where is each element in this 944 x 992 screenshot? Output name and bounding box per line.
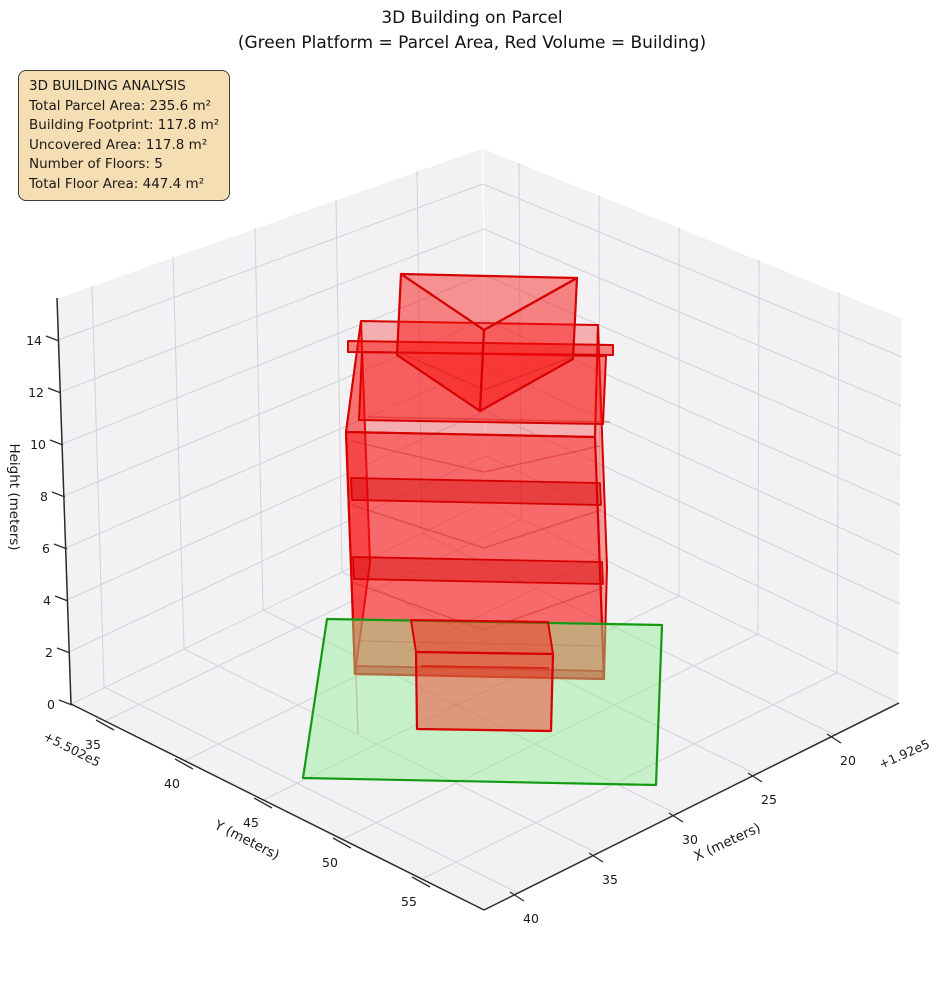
grid-floor-x-0 <box>103 686 519 894</box>
z-tick-mark-8 <box>51 491 66 498</box>
z-tick-mark-6 <box>53 543 68 550</box>
hidden-edge-faint-0 <box>359 640 601 647</box>
y-tick-label-55: 55 <box>401 894 417 909</box>
z-tick-mark-14 <box>45 335 60 342</box>
x-tick-label-25: 25 <box>761 792 777 807</box>
grid-left-pane-z-7 <box>57 183 484 341</box>
grid-right-pane-y-3 <box>757 259 760 635</box>
x-tick-mark-40 <box>509 891 525 902</box>
hidden-edge-chevron-3 <box>353 582 604 631</box>
grid-floor-y-3 <box>342 633 759 840</box>
x-tick-label-35: 35 <box>602 872 618 887</box>
analysis-line-5: Total Floor Area: 447.4 m² <box>29 175 205 192</box>
z-tick-mark-2 <box>56 647 71 654</box>
grid-floor-x-1 <box>183 648 598 854</box>
analysis-line-4: Number of Floors: 5 <box>29 156 163 172</box>
x-tick-mark-35 <box>588 852 604 863</box>
chart-title: 3D Building on Parcel (Green Platform = … <box>0 6 944 56</box>
z-axis-label: Height (meters) <box>6 443 22 550</box>
grid-floor-x-2 <box>262 609 678 815</box>
tier2-box-hidden-edge-0 <box>367 416 611 423</box>
x-tick-mark-30 <box>668 812 684 823</box>
analysis-line-1: Total Parcel Area: 235.6 m² <box>29 97 212 114</box>
grid-left-pane-x-0 <box>91 285 105 688</box>
hidden-edge-chevron-1 <box>350 440 601 473</box>
grid-right-pane-z-7 <box>482 183 903 358</box>
floor1-box-front-face <box>414 650 555 733</box>
z-tick-label-6: 6 <box>42 541 50 556</box>
grid-left-pane-x-2 <box>254 227 264 611</box>
x-axis-offset: +1.92e5 <box>876 736 931 772</box>
chart-title-line1: 3D Building on Parcel <box>381 8 563 28</box>
grid-left-pane-z-6 <box>59 228 485 393</box>
y-tick-label-45: 45 <box>243 815 259 830</box>
analysis-line-3: Uncovered Area: 117.8 m² <box>29 136 208 153</box>
z-tick-label-2: 2 <box>45 645 53 660</box>
floor-slab-band-upper <box>350 477 602 506</box>
y-tick-mark-45 <box>253 797 273 809</box>
x-tick-mark-25 <box>747 772 763 783</box>
analysis-line-2: Building Footprint: 117.8 m² <box>29 117 220 133</box>
axis-spines-2 <box>56 297 72 705</box>
z-tick-label-10: 10 <box>30 437 46 452</box>
z-tick-mark-10 <box>49 439 64 446</box>
x-tick-label-20: 20 <box>840 753 856 768</box>
grid-right-pane-y-4 <box>836 291 840 674</box>
axis-spines-0 <box>70 703 485 911</box>
y-tick-label-40: 40 <box>164 776 180 791</box>
analysis-line-0: 3D BUILDING ANALYSIS <box>29 78 186 94</box>
x-axis-label: X (meters) <box>691 820 763 865</box>
x-tick-label-40: 40 <box>523 911 539 926</box>
y-tick-mark-55 <box>411 876 431 888</box>
z-tick-mark-4 <box>54 595 69 602</box>
top-box-top-face <box>399 272 579 332</box>
hidden-edge-chevron-2 <box>351 504 602 549</box>
z-tick-label-4: 4 <box>43 593 51 608</box>
z-tick-label-12: 12 <box>28 385 44 400</box>
y-tick-mark-40 <box>174 758 194 770</box>
floor1-box-top-face <box>410 619 554 655</box>
z-tick-mark-12 <box>47 387 62 394</box>
axis-spines-1 <box>483 702 900 911</box>
floor1-box-inner-edge-0 <box>420 665 550 669</box>
floor-slab-band-middle <box>352 556 604 585</box>
z-tick-label-0: 0 <box>47 697 55 712</box>
grid-left-pane-x-3 <box>335 199 343 573</box>
top-box-hidden-chevron <box>398 351 576 391</box>
chart-title-line2: (Green Platform = Parcel Area, Red Volum… <box>237 33 707 53</box>
y-tick-mark-50 <box>332 837 352 849</box>
grid-floor-y-2 <box>262 595 680 801</box>
grid-floor-y-4 <box>421 672 838 880</box>
z-tick-label-8: 8 <box>40 489 48 504</box>
z-tick-label-14: 14 <box>26 333 42 348</box>
y-tick-label-35: 35 <box>85 737 101 752</box>
z-tick-mark-0 <box>58 699 73 706</box>
grid-right-pane-z-6 <box>483 228 902 407</box>
y-tick-label-50: 50 <box>322 855 338 870</box>
y-tick-mark-35 <box>95 719 115 731</box>
x-tick-mark-20 <box>826 733 842 744</box>
x-tick-label-30: 30 <box>682 832 698 847</box>
hidden-edge-faint-1 <box>355 675 359 735</box>
grid-left-pane-x-1 <box>172 256 185 650</box>
parcel-platform <box>301 617 664 787</box>
building-analysis-box: 3D BUILDING ANALYSIS Total Parcel Area: 2… <box>18 70 231 201</box>
